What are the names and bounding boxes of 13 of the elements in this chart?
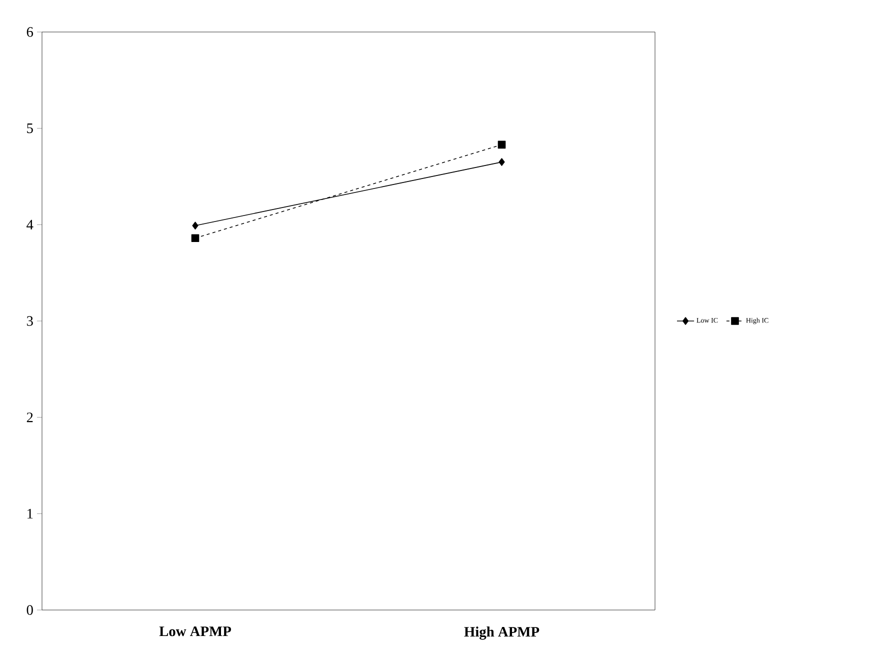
point bbox=[192, 222, 198, 230]
y-tick-label: 6 bbox=[26, 27, 34, 37]
point bbox=[191, 234, 200, 242]
point bbox=[498, 140, 506, 149]
y-tick-label: 1 bbox=[28, 508, 33, 518]
x-tick-label: High APMP bbox=[464, 626, 540, 640]
x-tick-label: Low APMP bbox=[159, 626, 232, 636]
y-tick-label: 3 bbox=[26, 316, 33, 326]
y-tick-label: 2 bbox=[26, 412, 33, 422]
y-tick-label: 4 bbox=[26, 220, 34, 230]
y-tick-label: 0 bbox=[26, 605, 33, 615]
y-tick-label: 5 bbox=[27, 124, 33, 134]
point bbox=[498, 158, 505, 166]
